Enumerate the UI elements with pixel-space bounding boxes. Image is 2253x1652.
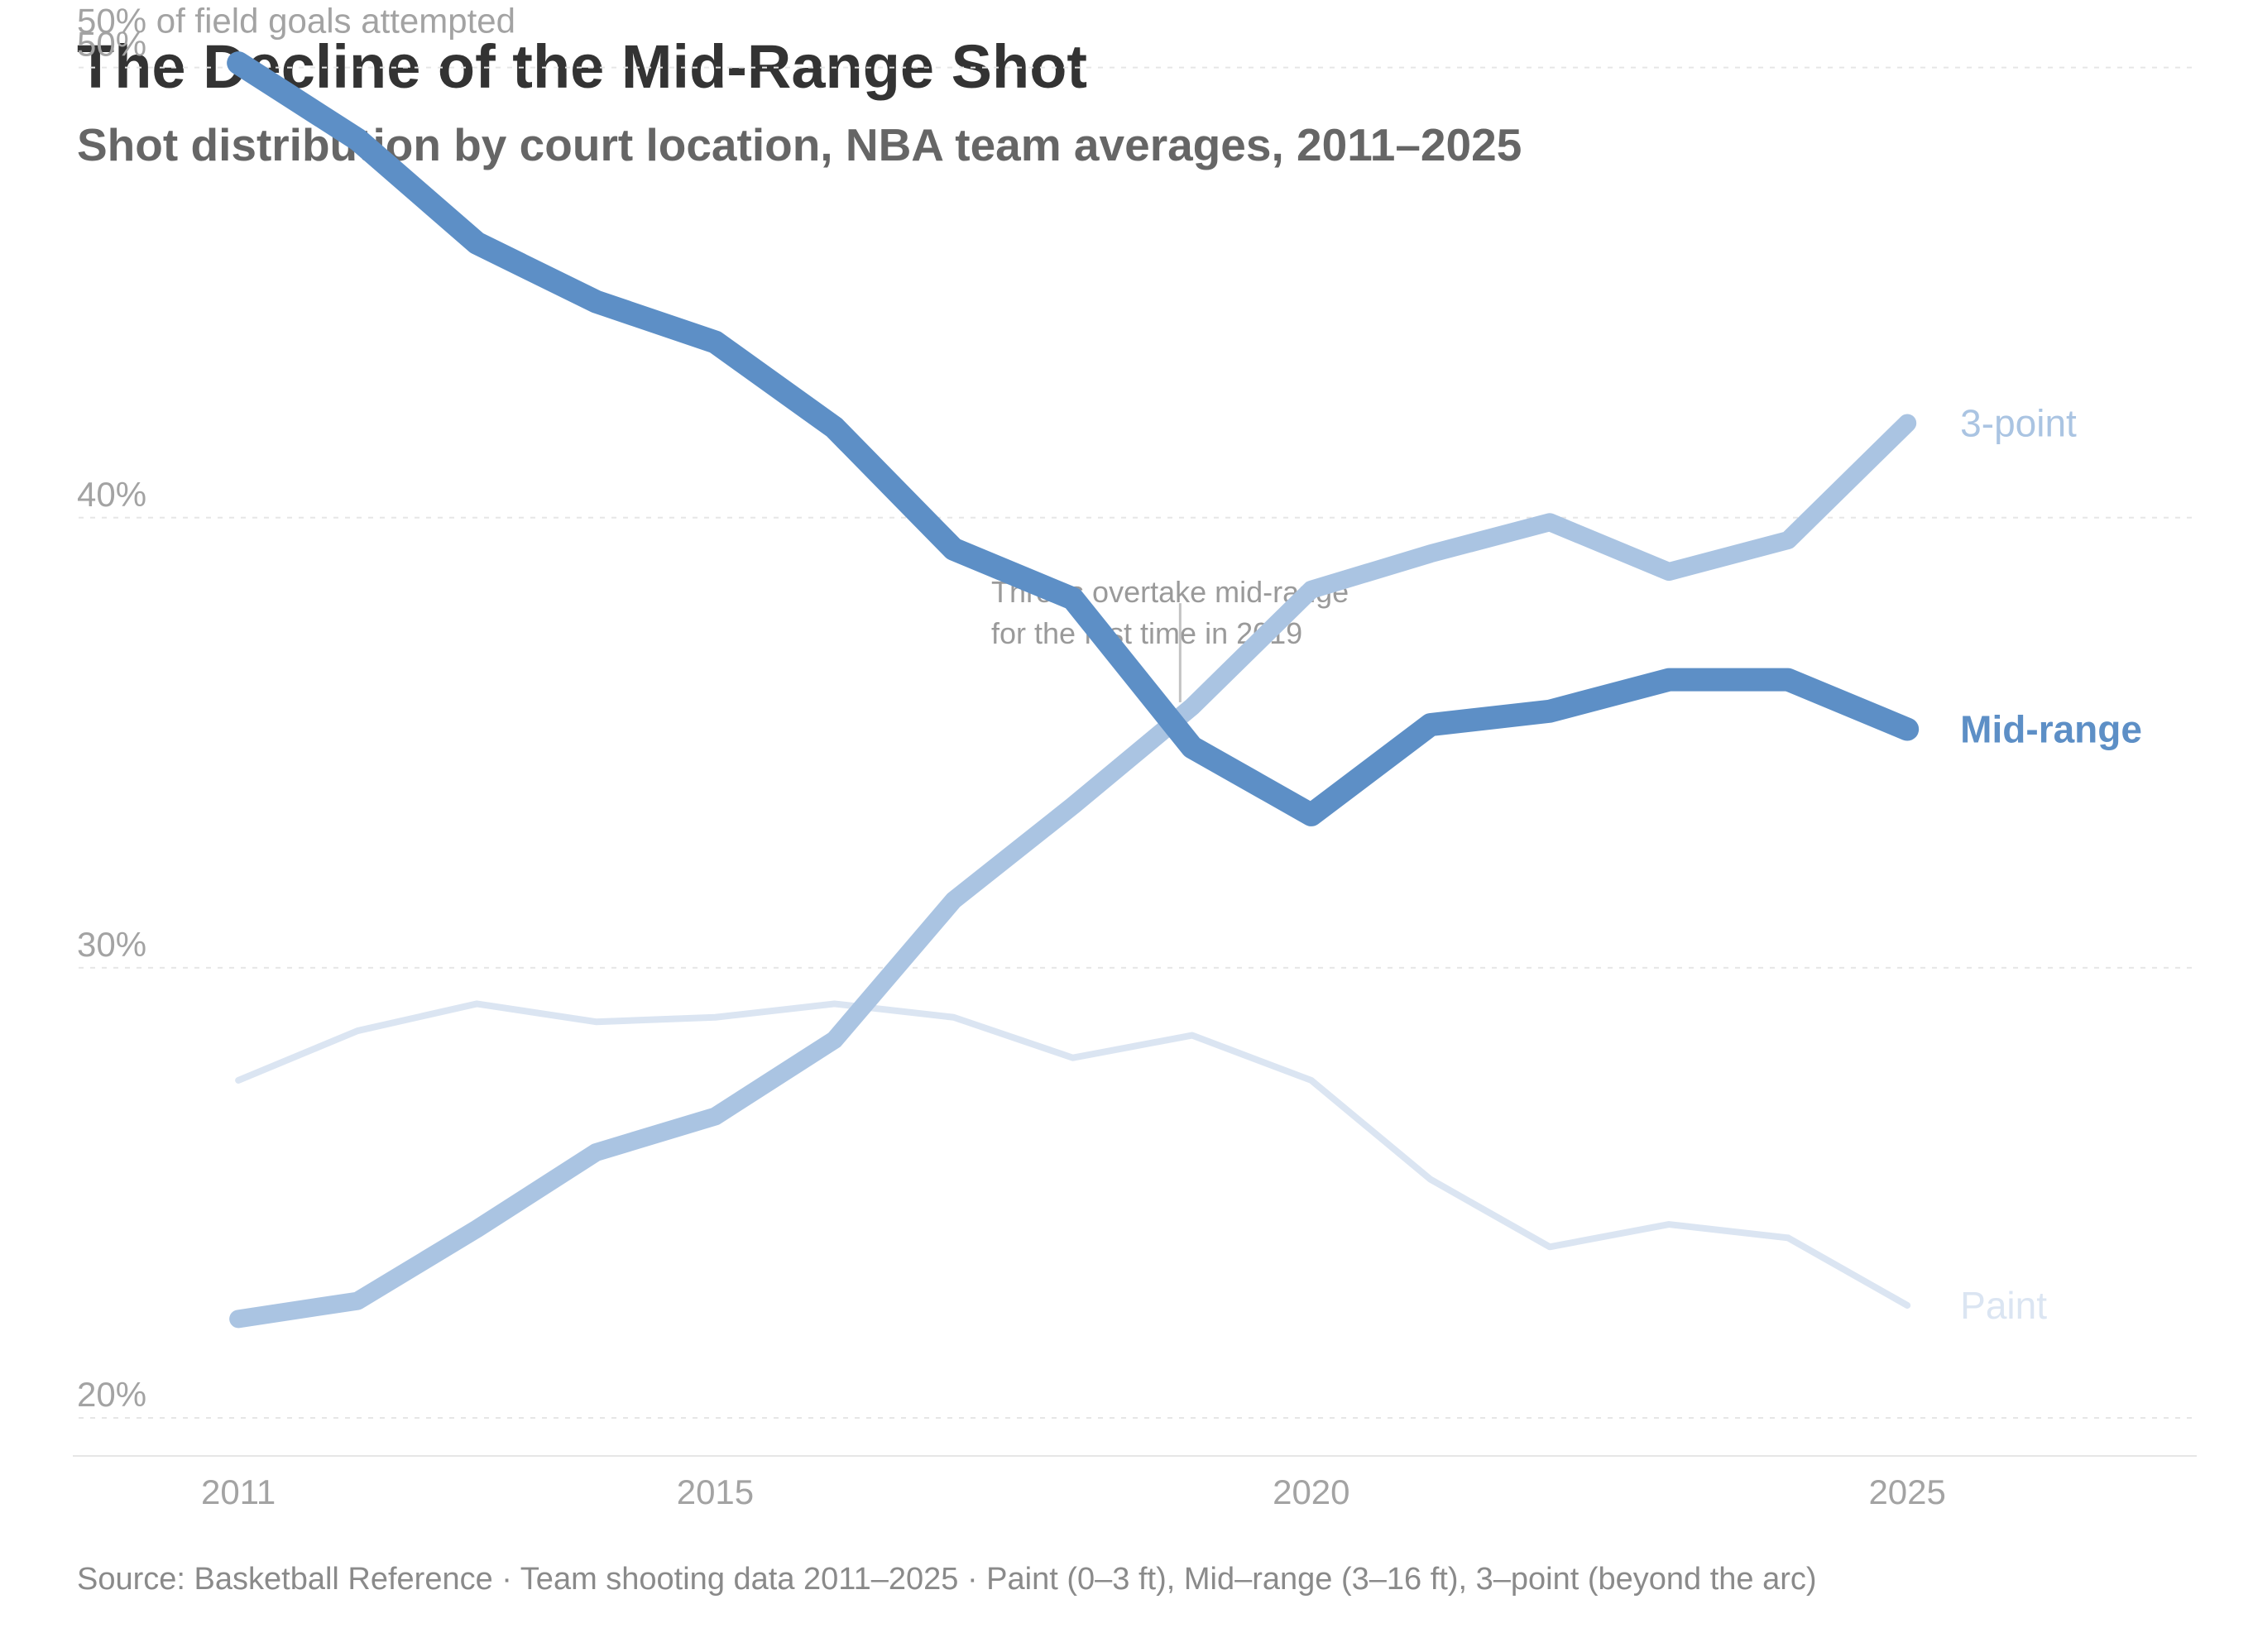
x-tick-label: 2025 xyxy=(1868,1472,1945,1511)
y-axis-label: 50% of field goals attempted xyxy=(77,2,515,41)
x-tick-label: 2020 xyxy=(1273,1472,1349,1511)
source-note: Source: Basketball Reference · Team shoo… xyxy=(77,1562,1817,1597)
y-tick-label: 50% xyxy=(77,25,146,64)
series-label-paint: Paint xyxy=(1960,1284,2047,1327)
series-label-3-point: 3-point xyxy=(1960,401,2077,444)
series-line-mid-range xyxy=(227,51,1920,826)
series-line-3-point xyxy=(229,414,1917,1329)
y-tick-label: 20% xyxy=(77,1375,146,1414)
x-tick-label: 2011 xyxy=(201,1472,276,1511)
x-tick-label: 2015 xyxy=(677,1472,754,1511)
series-line-paint xyxy=(235,1000,1911,1310)
y-tick-label: 30% xyxy=(77,925,146,964)
series-label-mid-range: Mid-range xyxy=(1960,708,2142,751)
y-tick-label: 40% xyxy=(77,475,146,514)
